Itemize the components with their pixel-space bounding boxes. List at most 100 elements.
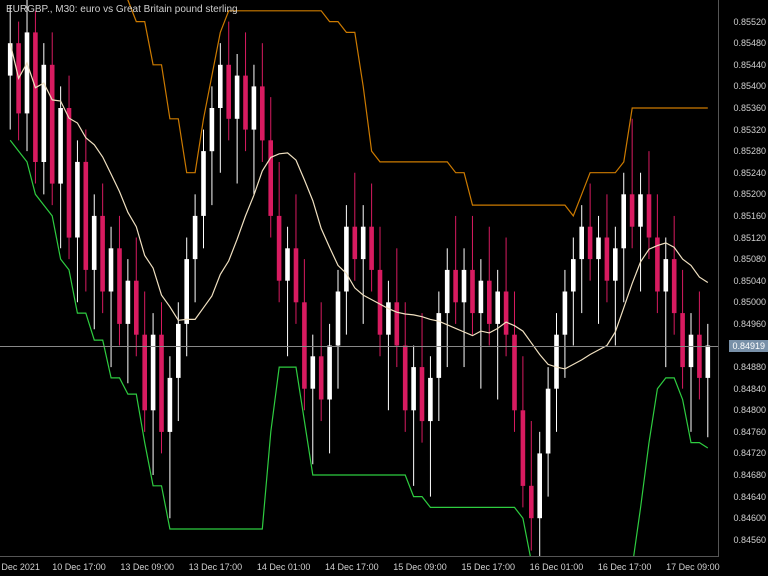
- x-tick-label: 13 Dec 17:00: [189, 562, 243, 572]
- x-tick-label: 17 Dec 09:00: [666, 562, 720, 572]
- candle-body: [630, 194, 635, 226]
- candle-body: [50, 65, 55, 184]
- chart-container: EURGBP., M30: euro vs Great Britain poun…: [0, 0, 768, 576]
- x-tick-label: 10 Dec 17:00: [52, 562, 106, 572]
- y-tick-label: 0.85480: [733, 38, 766, 48]
- candle-body: [588, 227, 593, 259]
- candle-body: [689, 335, 694, 367]
- x-tick-label: 15 Dec 09:00: [393, 562, 447, 572]
- candle-body: [563, 292, 568, 335]
- x-tick-label: 16 Dec 01:00: [530, 562, 584, 572]
- candle-body: [470, 270, 475, 313]
- candle-body: [226, 65, 231, 119]
- candle-body: [378, 270, 383, 335]
- x-axis: 10 Dec 202110 Dec 17:0013 Dec 09:0013 De…: [0, 556, 718, 576]
- candle-body: [445, 270, 450, 313]
- candle-body: [479, 281, 484, 313]
- candle-body: [210, 108, 215, 151]
- y-tick-label: 0.85320: [733, 125, 766, 135]
- candle-body: [453, 270, 458, 302]
- y-tick-label: 0.85160: [733, 211, 766, 221]
- y-tick-label: 0.84800: [733, 405, 766, 415]
- candle-body: [168, 378, 173, 432]
- x-tick-label: 14 Dec 01:00: [257, 562, 311, 572]
- candle-body: [353, 227, 358, 259]
- candle-body: [33, 32, 38, 162]
- candle-body: [277, 216, 282, 281]
- candle-body: [428, 378, 433, 421]
- candle-body: [462, 270, 467, 302]
- candle-body: [75, 162, 80, 238]
- candle-body: [311, 356, 316, 388]
- candle-body: [521, 410, 526, 486]
- x-tick-label: 16 Dec 17:00: [598, 562, 652, 572]
- candle-body: [369, 227, 374, 270]
- y-tick-label: 0.84560: [733, 535, 766, 545]
- x-tick-label: 10 Dec 2021: [0, 562, 40, 572]
- y-axis: 0.855200.854800.854400.854000.853600.853…: [718, 0, 768, 556]
- candle-body: [42, 65, 47, 162]
- candle-body: [319, 356, 324, 399]
- candle-body: [706, 346, 711, 378]
- y-tick-label: 0.84720: [733, 448, 766, 458]
- candle-body: [344, 227, 349, 292]
- candle-body: [252, 86, 257, 129]
- chart-title: EURGBP., M30: euro vs Great Britain poun…: [6, 4, 238, 15]
- candle-body: [193, 216, 198, 259]
- candle-body: [420, 367, 425, 421]
- candle-body: [294, 248, 299, 302]
- y-tick-label: 0.85280: [733, 146, 766, 156]
- y-tick-label: 0.85240: [733, 168, 766, 178]
- candle-body: [529, 486, 534, 518]
- candle-body: [67, 108, 72, 238]
- y-tick-label: 0.85360: [733, 103, 766, 113]
- y-tick-label: 0.85080: [733, 254, 766, 264]
- candle-body: [260, 86, 265, 140]
- candle-body: [235, 76, 240, 119]
- y-tick-label: 0.85040: [733, 276, 766, 286]
- candle-body: [25, 32, 30, 113]
- y-tick-label: 0.85120: [733, 233, 766, 243]
- candle-body: [84, 162, 89, 270]
- candle-body: [243, 76, 248, 130]
- candle-body: [159, 335, 164, 432]
- candle-body: [176, 324, 181, 378]
- plot-area[interactable]: [0, 0, 719, 557]
- candle-body: [218, 65, 223, 108]
- y-tick-label: 0.84640: [733, 492, 766, 502]
- y-tick-label: 0.84960: [733, 319, 766, 329]
- candle-body: [126, 281, 131, 324]
- candle-body: [495, 292, 500, 324]
- chart-svg: [0, 0, 718, 556]
- candle-body: [638, 194, 643, 226]
- candle-body: [487, 281, 492, 324]
- candle-body: [571, 259, 576, 291]
- x-tick-label: 15 Dec 17:00: [461, 562, 515, 572]
- candle-body: [134, 281, 139, 335]
- candle-body: [92, 216, 97, 270]
- candle-body: [58, 108, 63, 184]
- current-price-line: [0, 346, 718, 347]
- candle-body: [109, 248, 114, 291]
- candle-body: [403, 346, 408, 411]
- band-upper: [10, 0, 708, 216]
- candle-body: [672, 259, 677, 313]
- band-middle: [10, 43, 708, 369]
- candle-body: [201, 151, 206, 216]
- candle-body: [621, 194, 626, 248]
- y-tick-label: 0.84760: [733, 427, 766, 437]
- candle-body: [285, 248, 290, 280]
- candle-body: [395, 302, 400, 345]
- y-tick-label: 0.84600: [733, 513, 766, 523]
- candle-body: [554, 335, 559, 389]
- candle-body: [336, 292, 341, 346]
- candle-body: [411, 367, 416, 410]
- candle-body: [596, 238, 601, 260]
- candle-body: [504, 292, 509, 335]
- candle-body: [361, 227, 366, 259]
- candle-body: [664, 259, 669, 291]
- candle-body: [268, 140, 273, 216]
- y-tick-label: 0.85520: [733, 17, 766, 27]
- candle-body: [605, 238, 610, 281]
- candle-body: [613, 248, 618, 280]
